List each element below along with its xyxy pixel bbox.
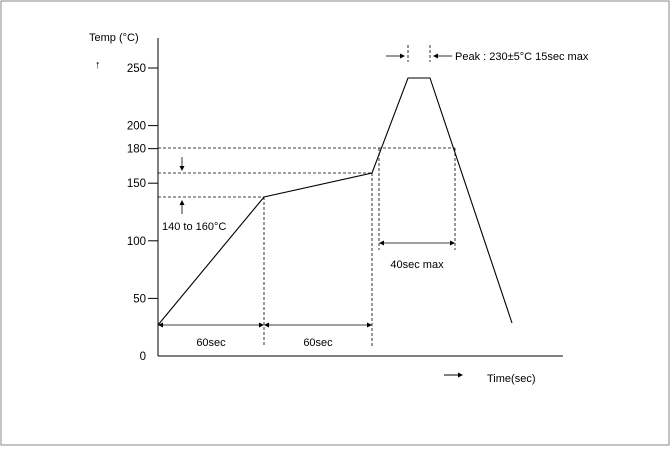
- y-tick-label: 250: [127, 63, 146, 75]
- y-axis-arrow: ↑: [95, 59, 101, 71]
- x-axis-title: Time(sec): [487, 373, 535, 385]
- reference-lines: [158, 45, 456, 346]
- x-axis-arrow: [444, 372, 463, 378]
- preheat-range-label: 140 to 160°C: [162, 221, 226, 233]
- y-axis-ticks: 0 50 100 150 180 200 250: [127, 63, 158, 363]
- duration-arrowheads: [158, 240, 455, 328]
- y-tick-label: 180: [127, 144, 146, 156]
- peak-arrows: [386, 53, 452, 59]
- peak-label: Peak : 230±5°C 15sec max: [455, 51, 589, 63]
- preheat-range-arrows: [179, 157, 185, 214]
- y-tick-label: 50: [133, 293, 146, 305]
- y-tick-label: 0: [140, 351, 146, 363]
- above-180-duration-label: 40sec max: [390, 259, 444, 271]
- y-tick-label: 150: [127, 178, 146, 190]
- duration-arrows: [163, 242, 450, 326]
- y-tick-label: 100: [127, 236, 146, 248]
- preheat-second-duration-label: 60sec: [303, 337, 333, 349]
- y-tick-label: 200: [127, 121, 146, 133]
- y-axis-title: Temp (°C): [89, 32, 139, 44]
- temperature-profile-line: [157, 77, 513, 326]
- preheat-first-duration-label: 60sec: [196, 337, 226, 349]
